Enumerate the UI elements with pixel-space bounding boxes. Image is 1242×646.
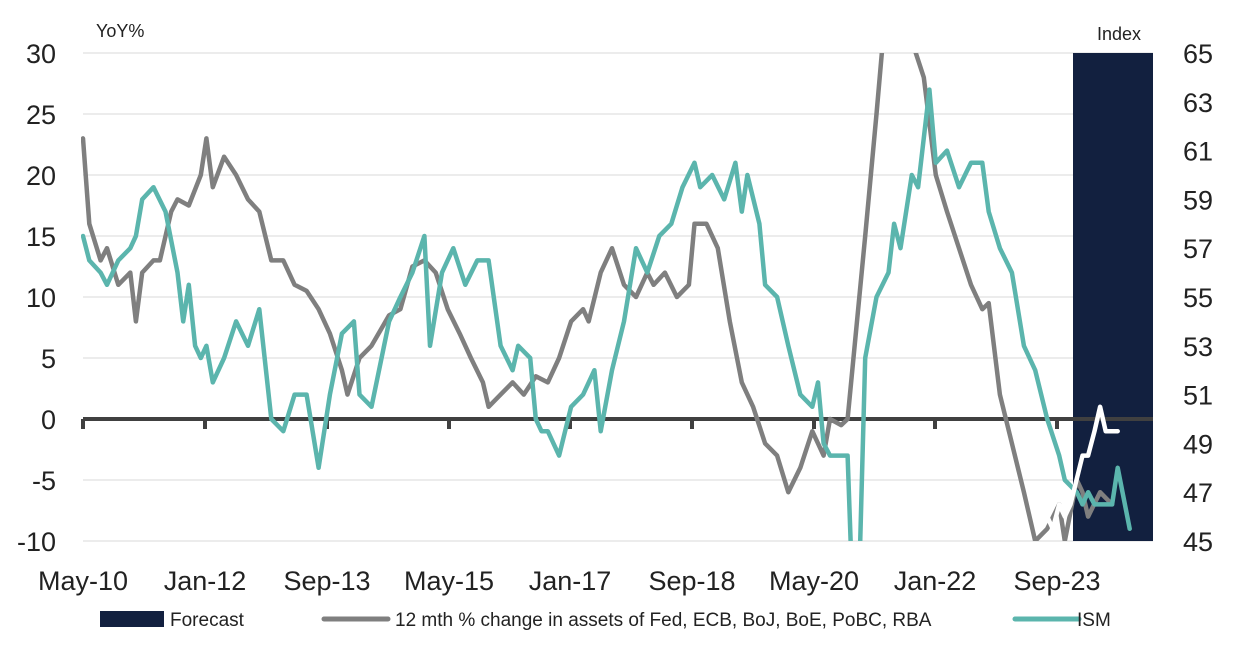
x-tick-label: Sep-18 — [648, 566, 735, 596]
series-ism-line — [81, 87, 1132, 541]
left-axis-unit: YoY% — [96, 21, 144, 41]
x-tick-label: Sep-13 — [283, 566, 370, 596]
right-axis-ticks: 65 63 61 59 57 55 53 51 49 47 45 — [1183, 39, 1213, 557]
legend-label: 12 mth % change in assets of Fed, ECB, B… — [395, 610, 932, 631]
x-tick-label: Jan-12 — [164, 566, 247, 596]
left-tick-label: 10 — [26, 283, 56, 313]
left-tick-label: 25 — [26, 100, 56, 130]
x-tick-label: May-15 — [404, 566, 494, 596]
x-tick-label: Jan-17 — [529, 566, 612, 596]
series-layer — [81, 53, 1132, 541]
left-tick-label: 5 — [41, 344, 56, 374]
right-tick-label: 47 — [1183, 478, 1213, 508]
series-central-bank-assets-line — [81, 53, 1115, 541]
x-tick-label: May-10 — [38, 566, 128, 596]
left-axis-ticks: 30 25 20 15 10 5 0 -5 -10 — [17, 39, 56, 557]
forecast-region — [1073, 53, 1153, 541]
left-tick-label: 30 — [26, 39, 56, 69]
right-tick-label: 49 — [1183, 429, 1213, 459]
right-tick-label: 45 — [1183, 527, 1213, 557]
left-tick-label: 20 — [26, 161, 56, 191]
x-tick-label: May-20 — [769, 566, 859, 596]
right-tick-label: 53 — [1183, 332, 1213, 362]
right-tick-label: 59 — [1183, 185, 1213, 215]
left-tick-label: -5 — [32, 466, 56, 496]
legend-label: ISM — [1077, 610, 1111, 631]
right-tick-label: 63 — [1183, 88, 1213, 118]
legend-swatch-forecast — [100, 611, 164, 627]
gridlines — [83, 52, 1153, 542]
legend: Forecast 12 mth % change in assets of Fed… — [100, 610, 1111, 631]
x-tick-label: Sep-23 — [1013, 566, 1100, 596]
left-tick-label: 15 — [26, 222, 56, 252]
right-tick-label: 55 — [1183, 283, 1213, 313]
left-tick-label: -10 — [17, 527, 56, 557]
zero-axis — [81, 417, 1153, 429]
series-ism-forecast-line — [1044, 404, 1120, 532]
right-axis-unit: Index — [1097, 24, 1141, 44]
right-tick-label: 57 — [1183, 234, 1213, 264]
right-tick-label: 65 — [1183, 39, 1213, 69]
right-tick-label: 61 — [1183, 137, 1213, 167]
legend-label: Forecast — [170, 610, 245, 631]
x-axis-ticks: May-10 Jan-12 Sep-13 May-15 Jan-17 Sep-18 May-… — [38, 566, 1101, 596]
left-tick-label: 0 — [41, 405, 56, 435]
x-tick-label: Jan-22 — [894, 566, 977, 596]
right-tick-label: 51 — [1183, 381, 1213, 411]
